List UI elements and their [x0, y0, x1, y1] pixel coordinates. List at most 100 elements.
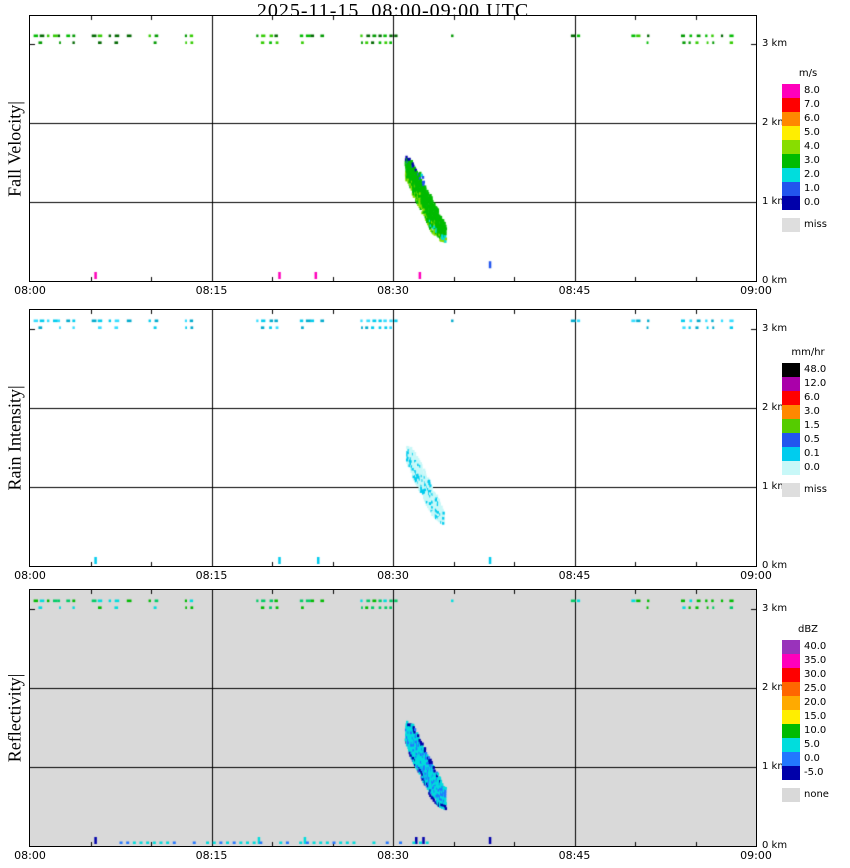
x-tick-label-0800-p2: 08:00	[14, 849, 46, 862]
x-tick-label-0815-p2: 08:15	[195, 849, 228, 862]
legend-value-label-1.0: 1.0	[804, 183, 820, 194]
legend-value-label-10.0: 10.0	[804, 725, 827, 736]
height-tick-label-0km-p1: 0 km	[762, 560, 788, 571]
legend-value-label-12.0: 12.0	[804, 378, 827, 389]
height-tick-label-2km-p1: 2 km	[762, 402, 788, 413]
x-tick-label-0900-p1: 09:00	[740, 569, 772, 582]
legend-missing-label-none: none	[804, 789, 829, 800]
legend-value-label-20.0: 20.0	[804, 697, 827, 708]
y-axis-label-rain-intensity: Rain Intensity|	[4, 385, 25, 491]
x-tick-label-0830-p1: 08:30	[377, 569, 409, 582]
legend-color-none	[782, 788, 800, 802]
x-tick-label-0800-p0: 08:00	[14, 284, 46, 297]
legend-color-3.0	[782, 154, 800, 168]
legend-unit-rain-intensity: mm/hr	[791, 347, 825, 358]
height-tick-label-2km-p0: 2 km	[762, 117, 788, 128]
legend-color--5.0	[782, 766, 800, 780]
legend-value-label-4.0: 4.0	[804, 141, 820, 152]
plot-area-fall-velocity	[29, 15, 757, 282]
legend-value-label-6.0: 6.0	[804, 392, 820, 403]
legend-color-25.0	[782, 682, 800, 696]
legend-color-0.0	[782, 461, 800, 475]
height-tick-label-1km-p0: 1 km	[762, 196, 788, 207]
height-tick-label-3km-p1: 3 km	[762, 323, 788, 334]
legend-color-2.0	[782, 168, 800, 182]
x-tick-label-0845-p1: 08:45	[558, 569, 591, 582]
x-tick-label-0830-p0: 08:30	[377, 284, 409, 297]
x-tick-label-0900-p2: 09:00	[740, 849, 772, 862]
legend-value-label-15.0: 15.0	[804, 711, 827, 722]
x-tick-label-0800-p1: 08:00	[14, 569, 46, 582]
legend-color-6.0	[782, 112, 800, 126]
legend-missing-label-miss: miss	[804, 484, 827, 495]
y-axis-label-fall-velocity: Fall Velocity|	[4, 100, 25, 197]
legend-color-1.5	[782, 419, 800, 433]
height-tick-label-0km-p0: 0 km	[762, 275, 788, 286]
legend-color-0.5	[782, 433, 800, 447]
legend-color-8.0	[782, 84, 800, 98]
x-tick-label-0815-p1: 08:15	[195, 569, 228, 582]
legend-color-miss	[782, 218, 800, 232]
height-tick-label-3km-p0: 3 km	[762, 38, 788, 49]
x-tick-label-0845-p0: 08:45	[558, 284, 591, 297]
height-tick-label-2km-p2: 2 km	[762, 682, 788, 693]
legend-color-5.0	[782, 738, 800, 752]
reflectivity-heatmap-canvas	[30, 590, 756, 846]
legend-color-4.0	[782, 140, 800, 154]
legend-value-label-40.0: 40.0	[804, 641, 827, 652]
legend-color-0.1	[782, 447, 800, 461]
legend-color-0.0	[782, 196, 800, 210]
x-tick-label-0845-p2: 08:45	[558, 849, 591, 862]
legend-missing-label-miss: miss	[804, 219, 827, 230]
legend-color-30.0	[782, 668, 800, 682]
legend-value-label-3.0: 3.0	[804, 155, 820, 166]
legend-color-1.0	[782, 182, 800, 196]
legend-color-0.0	[782, 752, 800, 766]
legend-value-label-0.0: 0.0	[804, 462, 820, 473]
legend-color-miss	[782, 483, 800, 497]
legend-color-10.0	[782, 724, 800, 738]
legend-value-label-7.0: 7.0	[804, 99, 820, 110]
legend-color-6.0	[782, 391, 800, 405]
legend-value-label-25.0: 25.0	[804, 683, 827, 694]
height-tick-label-0km-p2: 0 km	[762, 840, 788, 851]
fall-velocity-heatmap-canvas	[30, 16, 756, 281]
legend-value-label-2.0: 2.0	[804, 169, 820, 180]
x-tick-label-0900-p0: 09:00	[740, 284, 772, 297]
y-axis-label-reflectivity: Reflectivity|	[4, 673, 25, 763]
legend-value-label-30.0: 30.0	[804, 669, 827, 680]
legend-color-35.0	[782, 654, 800, 668]
height-tick-label-1km-p2: 1 km	[762, 761, 788, 772]
legend-value-label-3.0: 3.0	[804, 406, 820, 417]
height-tick-label-1km-p1: 1 km	[762, 481, 788, 492]
x-tick-label-0830-p2: 08:30	[377, 849, 409, 862]
legend-value-label-0.1: 0.1	[804, 448, 820, 459]
legend-color-7.0	[782, 98, 800, 112]
legend-value-label-0.0: 0.0	[804, 197, 820, 208]
legend-color-3.0	[782, 405, 800, 419]
height-tick-label-3km-p2: 3 km	[762, 603, 788, 614]
legend-color-40.0	[782, 640, 800, 654]
legend-value-label-8.0: 8.0	[804, 85, 820, 96]
plot-area-reflectivity	[29, 589, 757, 847]
legend-value-label-1.5: 1.5	[804, 420, 820, 431]
legend-color-15.0	[782, 710, 800, 724]
x-tick-label-0815-p0: 08:15	[195, 284, 228, 297]
legend-color-5.0	[782, 126, 800, 140]
plot-area-rain-intensity	[29, 309, 757, 567]
legend-value-label-6.0: 6.0	[804, 113, 820, 124]
legend-value-label-5.0: 5.0	[804, 739, 820, 750]
legend-color-12.0	[782, 377, 800, 391]
legend-value-label-0.0: 0.0	[804, 753, 820, 764]
legend-value-label-35.0: 35.0	[804, 655, 827, 666]
rain-intensity-heatmap-canvas	[30, 310, 756, 566]
legend-color-48.0	[782, 363, 800, 377]
legend-color-20.0	[782, 696, 800, 710]
legend-value-label--5.0: -5.0	[804, 767, 824, 778]
legend-value-label-48.0: 48.0	[804, 364, 827, 375]
legend-value-label-0.5: 0.5	[804, 434, 820, 445]
legend-unit-fall-velocity: m/s	[798, 68, 818, 79]
legend-unit-reflectivity: dBZ	[797, 624, 819, 635]
legend-value-label-5.0: 5.0	[804, 127, 820, 138]
